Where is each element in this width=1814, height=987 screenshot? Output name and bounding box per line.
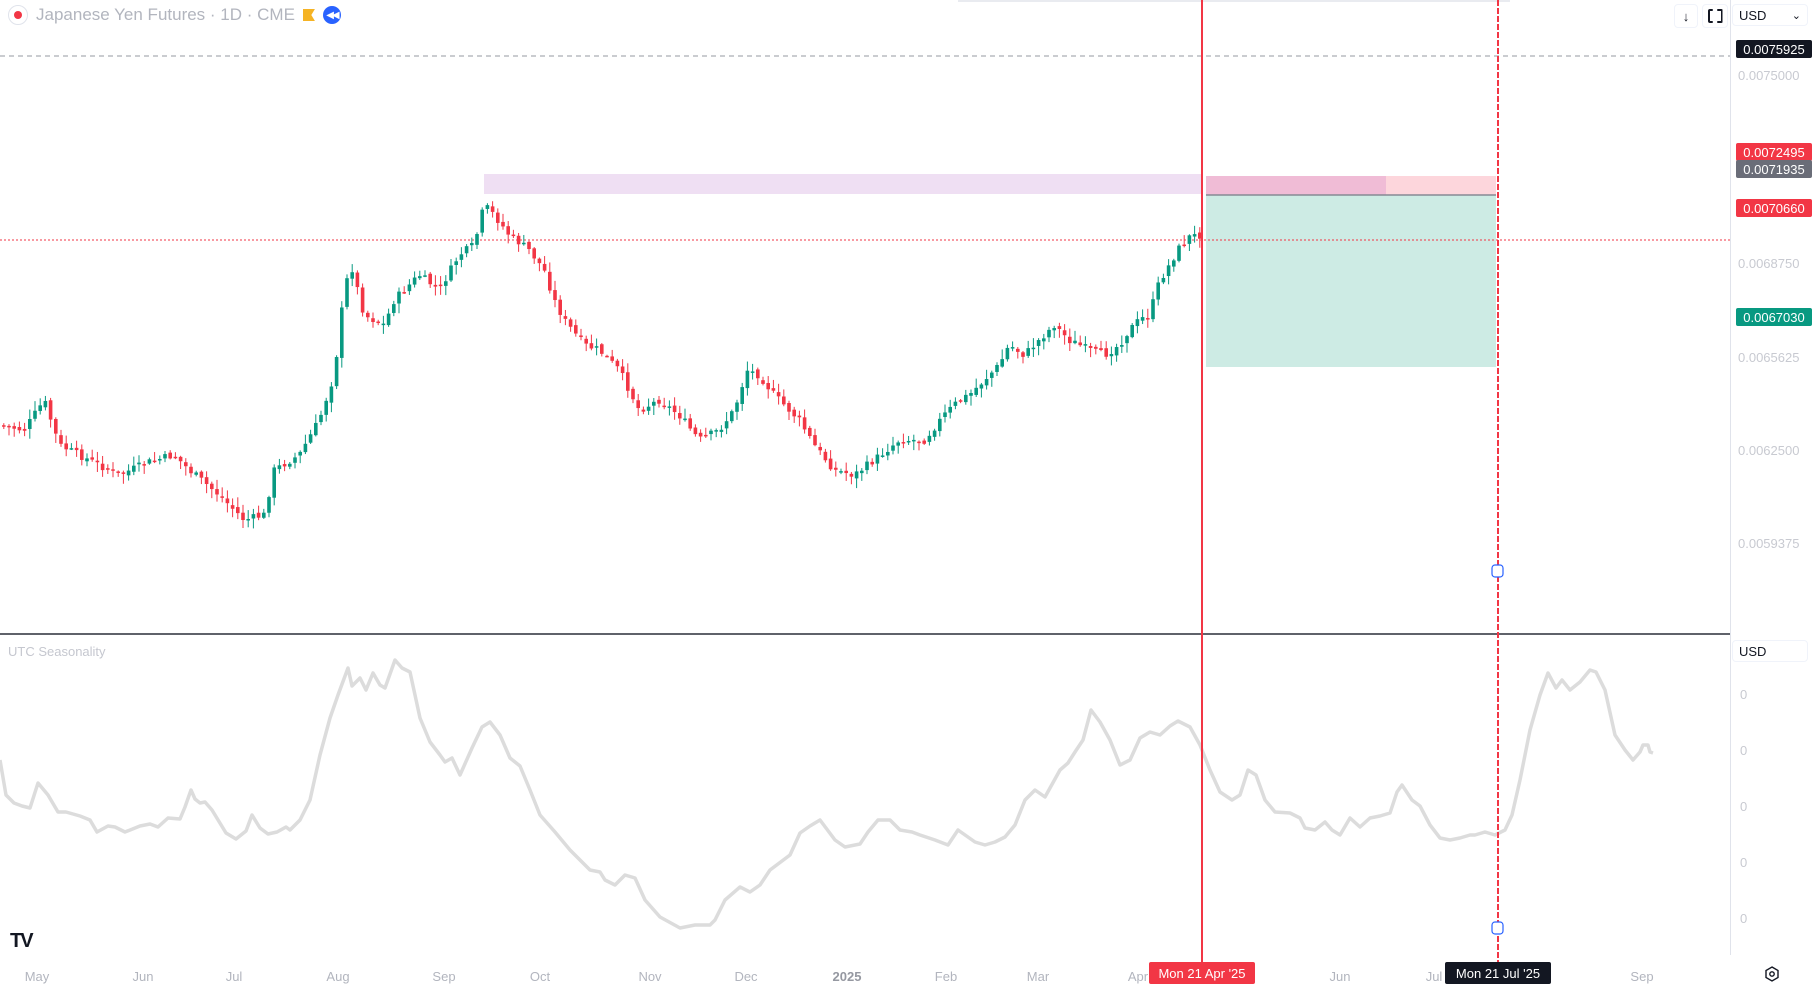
target-zone <box>1386 176 1496 195</box>
price-label-stop: 0.0067030 <box>1736 308 1812 326</box>
time-axis-label: Jul <box>1425 969 1443 984</box>
drag-handle-bottom <box>1491 921 1504 935</box>
seasonality-tick: 0 <box>1740 799 1748 814</box>
seasonality-tick: 0 <box>1740 743 1748 758</box>
seasonality-currency[interactable]: USD <box>1732 640 1808 662</box>
seasonality-tick: 0 <box>1740 911 1748 926</box>
seasonality-pane-title: UTC Seasonality <box>8 644 106 659</box>
download-button[interactable]: ↓ <box>1674 4 1698 28</box>
price-tick: 0.0065625 <box>1738 350 1800 365</box>
target-zone-overlap <box>1206 176 1386 195</box>
currency-value: USD <box>1739 7 1767 23</box>
fullscreen-button[interactable] <box>1702 4 1728 28</box>
time-axis-label: Nov <box>638 969 662 984</box>
chart-legend: Japanese Yen Futures · 1D · CME ◀◀ <box>8 4 341 26</box>
price-label-last-price: 0.0070660 <box>1736 199 1812 217</box>
supply-zone <box>484 174 1202 194</box>
time-axis-label: Oct <box>529 969 551 984</box>
price-tick: 0.0068750 <box>1738 256 1800 271</box>
seasonality-tick: 0 <box>1740 687 1748 702</box>
chart-canvas[interactable] <box>0 0 1730 987</box>
time-axis-label: May <box>24 969 50 984</box>
chevron-down-icon: ⌄ <box>1791 9 1801 22</box>
price-label-entry: 0.0071935 <box>1736 160 1812 178</box>
settings-button[interactable] <box>1764 966 1780 982</box>
time-axis-label: Jul <box>225 969 243 984</box>
arrow-down-icon: ↓ <box>1682 8 1690 24</box>
symbol-title[interactable]: Japanese Yen Futures · 1D · CME <box>36 5 295 24</box>
time-axis-label: 2025 <box>832 969 862 984</box>
price-label-target-top: 0.0072495 <box>1736 143 1812 161</box>
gear-icon <box>1765 966 1779 982</box>
currency-select[interactable]: USD ⌄ <box>1732 4 1808 26</box>
time-axis-label: Sep <box>1630 969 1654 984</box>
time-axis-label: Dec <box>734 969 758 984</box>
time-axis-label: Jun <box>132 969 154 984</box>
price-tick: 0.0075000 <box>1738 68 1800 83</box>
seasonality-tick: 0 <box>1740 855 1748 870</box>
rewind-icon[interactable]: ◀◀ <box>322 6 341 24</box>
time-marker-label: Mon 21 Apr '25 <box>1149 962 1255 984</box>
tradingview-logo[interactable]: TV <box>10 930 34 952</box>
price-tick: 0.0059375 <box>1738 536 1800 551</box>
flag-icon[interactable] <box>302 9 315 21</box>
candles <box>2 201 1202 529</box>
seasonality-currency-label: USD <box>1739 643 1767 659</box>
price-tick: 0.0062500 <box>1738 443 1800 458</box>
time-axis-label: Jun <box>1329 969 1351 984</box>
time-axis-label: Mar <box>1026 969 1050 984</box>
stop-zone <box>1206 195 1496 367</box>
price-scale-border <box>1730 0 1731 955</box>
status-dot-icon[interactable] <box>8 5 28 25</box>
time-axis-label: Apr <box>1127 969 1149 984</box>
drag-handle-top <box>1491 564 1504 578</box>
time-marker-label: Mon 21 Jul '25 <box>1445 962 1551 984</box>
price-label-crosshair: 0.0075925 <box>1736 40 1812 58</box>
time-axis-label: Aug <box>326 969 350 984</box>
time-axis-label: Feb <box>934 969 958 984</box>
top-panel-edge <box>958 0 1510 2</box>
seasonality-line <box>0 658 1654 930</box>
time-axis-label: Sep <box>432 969 456 984</box>
